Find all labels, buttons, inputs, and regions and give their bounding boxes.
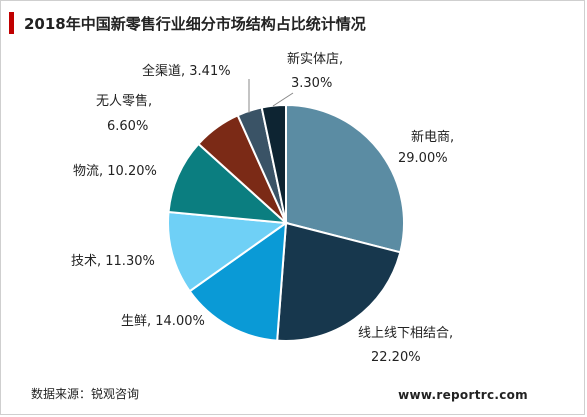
- slice-label-3-0: 技术, 11.30%: [71, 254, 155, 269]
- pie-slice-3: [167, 210, 289, 293]
- website-watermark: www.reportrc.com: [398, 388, 528, 402]
- slice-label-0-1: 29.00%: [398, 151, 448, 166]
- chart-title: 2018年中国新零售行业细分市场结构占比统计情况: [24, 14, 366, 33]
- slice-label-4-0: 物流, 10.20%: [73, 164, 157, 179]
- pie-slice-1: [276, 221, 402, 342]
- pie-slice-0: [285, 103, 405, 254]
- title-bar: 2018年中国新零售行业细分市场结构占比统计情况: [9, 9, 366, 37]
- slice-label-2-0: 生鲜, 14.00%: [121, 314, 205, 329]
- pie-slice-4: [167, 142, 289, 225]
- pie-slice-2: [188, 220, 288, 342]
- slice-label-5-0: 无人零售,: [96, 93, 152, 109]
- slice-label-0-0: 新电商,: [411, 129, 454, 145]
- data-source: 数据来源：锐观咨询: [31, 387, 140, 401]
- leader-line-7: [272, 92, 294, 107]
- slice-label-1-0: 线上线下相结合,: [358, 326, 453, 341]
- slice-label-7-0: 新实体店,: [287, 51, 343, 67]
- slice-label-7-1: 3.30%: [291, 76, 332, 91]
- slice-label-1-1: 22.20%: [371, 350, 421, 365]
- slice-label-6-0: 全渠道, 3.41%: [142, 63, 231, 79]
- slice-label-5-1: 6.60%: [107, 119, 148, 134]
- title-accent-bar: [9, 12, 14, 34]
